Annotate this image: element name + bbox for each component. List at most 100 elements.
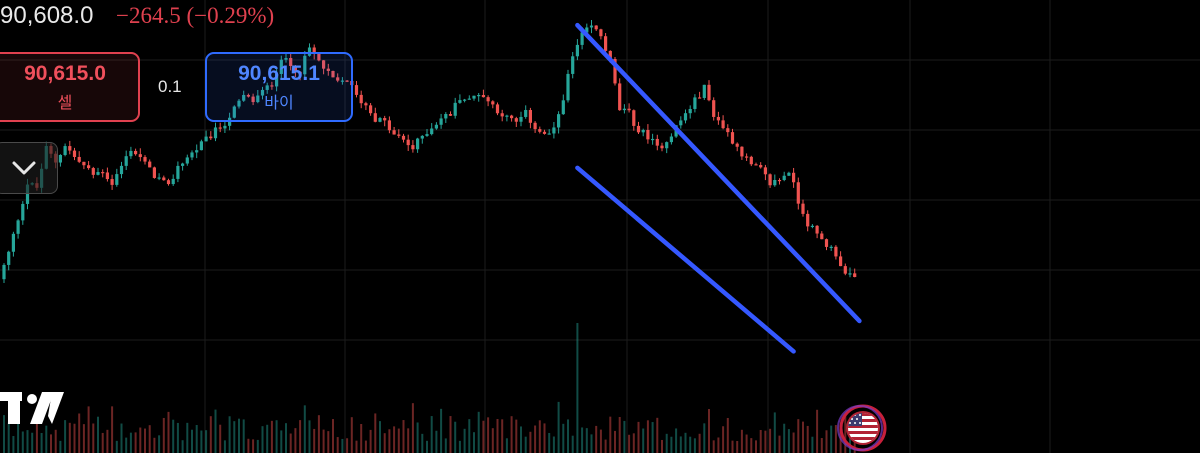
volume-bar — [327, 431, 330, 453]
candle-body — [157, 177, 161, 179]
volume-bar — [374, 413, 377, 453]
candle-body — [237, 100, 241, 107]
candle-body — [538, 129, 542, 132]
volume-bar — [162, 417, 165, 453]
candle-body — [782, 175, 786, 180]
candle-body — [336, 77, 340, 81]
candle-body — [124, 156, 128, 166]
candle-body — [622, 108, 626, 111]
volume-bar — [59, 440, 62, 453]
volume-bar — [299, 420, 302, 453]
candle-body — [181, 163, 185, 166]
candle-body — [688, 108, 692, 114]
volume-bar — [722, 426, 725, 453]
candle-body — [11, 233, 15, 252]
volume-bar — [656, 417, 659, 453]
volume-bar — [181, 440, 184, 453]
volume-bar — [139, 427, 142, 453]
candle-body — [796, 182, 800, 204]
volume-bar — [275, 420, 278, 453]
candle-body — [768, 174, 772, 186]
candle-body — [580, 32, 584, 45]
candle-body — [242, 94, 246, 101]
volume-bar — [698, 433, 701, 453]
volume-bar — [670, 436, 673, 453]
volume-bar — [830, 425, 833, 453]
candle-body — [510, 115, 514, 119]
candle-body — [63, 146, 67, 155]
volume-bar — [252, 439, 255, 453]
volume-bar — [336, 437, 339, 453]
volume-bar — [538, 420, 541, 453]
candle-body — [669, 136, 673, 143]
candle-body — [289, 58, 293, 67]
volume-bar — [736, 440, 739, 453]
volume-bar — [637, 421, 640, 453]
candle-body — [199, 141, 203, 151]
volume-bar — [834, 425, 837, 453]
volume-bar — [120, 423, 123, 453]
candle-body — [246, 94, 250, 97]
volume-bar — [26, 430, 29, 453]
volume-bar — [270, 420, 273, 453]
candle-body — [171, 178, 175, 185]
channel-upper-line — [575, 22, 862, 324]
candle-body — [693, 97, 697, 109]
volume-bar — [111, 406, 114, 453]
candle-body — [397, 134, 401, 136]
candle-body — [232, 106, 236, 118]
volume-bar — [816, 409, 819, 453]
candle-body — [524, 110, 528, 117]
volume-bar — [383, 433, 386, 453]
candle-body — [293, 66, 297, 72]
volume-bar — [87, 406, 90, 453]
candle-body — [514, 118, 518, 122]
collapse-button[interactable] — [0, 142, 58, 194]
candle-body — [223, 125, 227, 129]
candle-body — [702, 84, 706, 98]
candle-body — [303, 55, 307, 75]
volume-bar — [458, 440, 461, 453]
candle-body — [284, 58, 288, 60]
volume-bar — [684, 432, 687, 453]
candle-body — [754, 164, 758, 166]
buy-button[interactable]: 90,615.1 바이 — [205, 52, 353, 122]
candle-body — [467, 98, 471, 100]
volume-bar — [200, 430, 203, 453]
candle-body — [557, 114, 561, 128]
volume-bar — [92, 423, 95, 453]
candle-body — [698, 97, 702, 99]
candle-body — [166, 180, 171, 185]
volume-bar — [294, 428, 297, 453]
candle-body — [777, 179, 782, 182]
volume-bar — [628, 434, 631, 453]
volume-bar — [562, 423, 565, 453]
volume-bar — [755, 440, 757, 453]
tradingview-logo-icon[interactable] — [0, 392, 68, 428]
volume-bar — [280, 430, 283, 453]
sell-button[interactable]: 90,615.0 셀 — [0, 52, 140, 122]
candle-body — [72, 150, 77, 157]
candle-body — [298, 71, 302, 75]
volume-bar — [45, 425, 48, 453]
price-change: −264.5 (−0.29%) — [116, 3, 275, 28]
descending-channel[interactable] — [575, 22, 862, 354]
candle-body — [260, 89, 265, 96]
volume-bar — [285, 423, 287, 453]
candle-body — [571, 56, 575, 74]
volume-bar — [769, 428, 772, 453]
candle-body — [749, 156, 753, 165]
volume-bar — [402, 420, 405, 453]
volume-bar — [228, 416, 231, 453]
volume-bar — [341, 438, 344, 453]
candle-body — [608, 50, 612, 59]
volume-bar — [186, 422, 189, 453]
candle-body — [430, 128, 434, 135]
us-flag-icon[interactable] — [833, 404, 893, 452]
volume-bar — [792, 432, 795, 453]
volume-bar — [726, 417, 729, 453]
volume-bar — [31, 432, 34, 453]
volume-bar — [82, 424, 85, 453]
